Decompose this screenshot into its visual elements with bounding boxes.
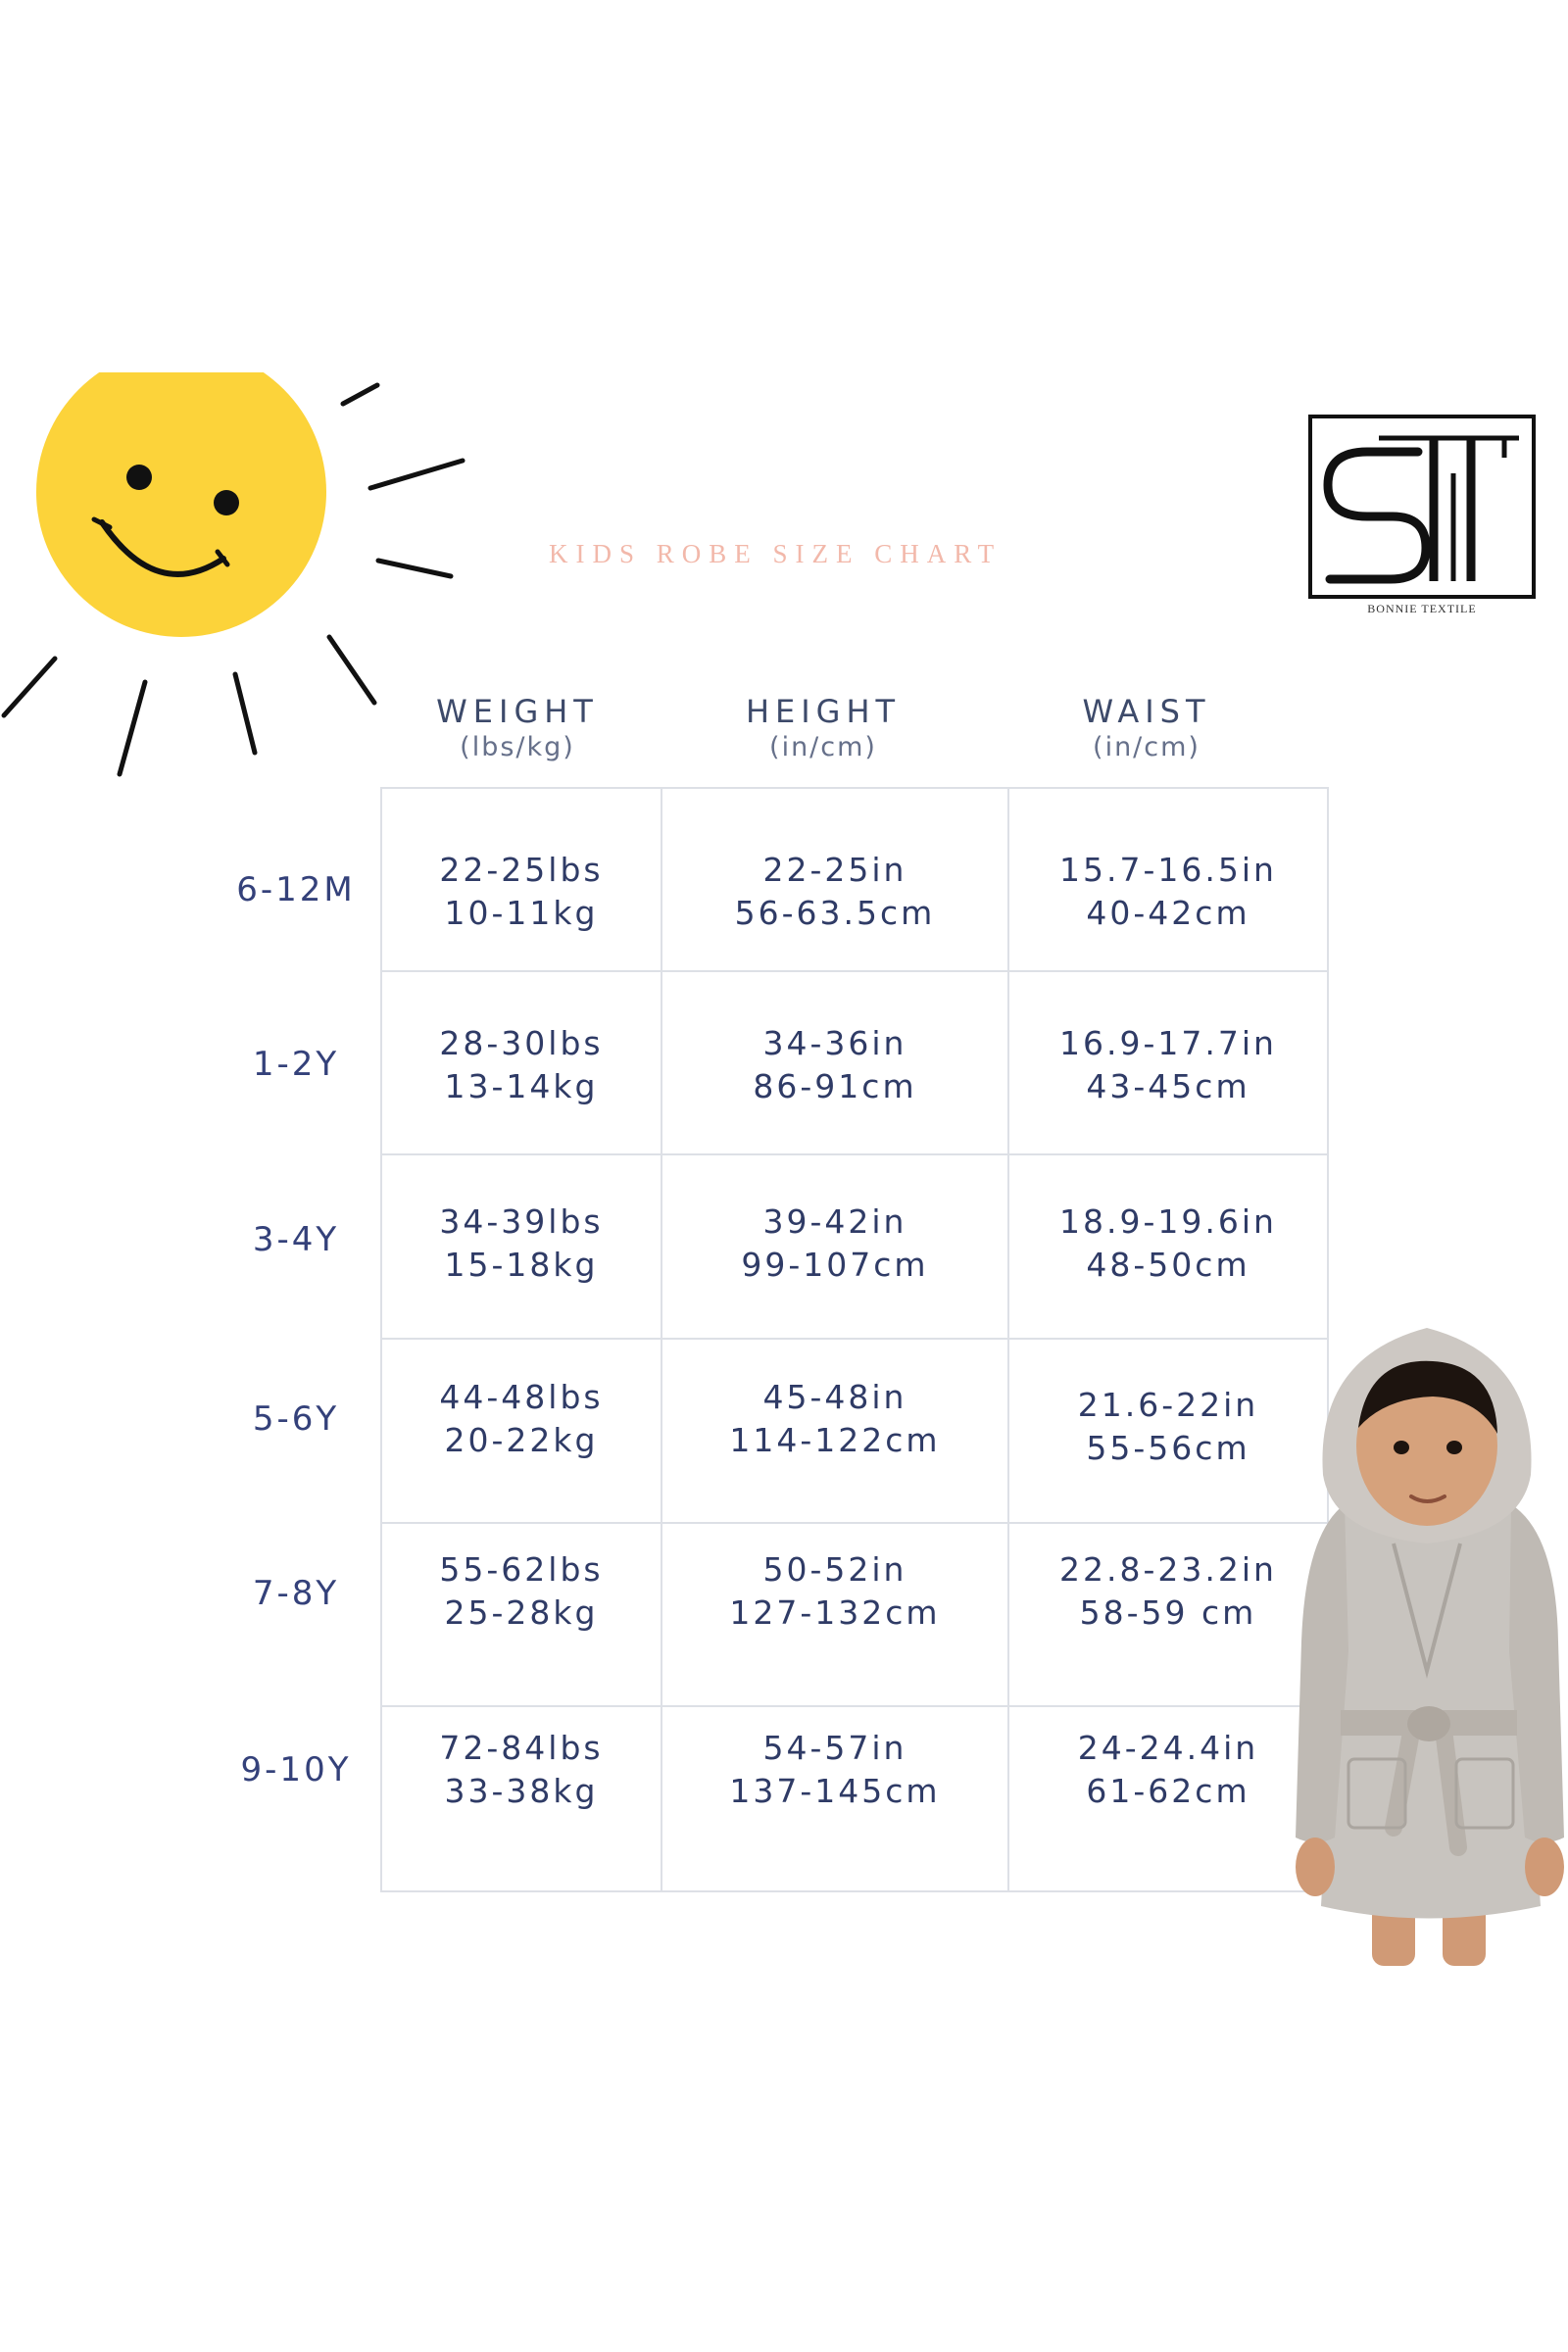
- size-label: 3-4Y: [252, 1220, 340, 1259]
- cell-line: 54-57in: [762, 1729, 907, 1767]
- cell-line: 86-91cm: [753, 1067, 917, 1105]
- cell-line: 61-62cm: [1086, 1772, 1250, 1810]
- cell-line: 99-107cm: [741, 1246, 929, 1284]
- cell-line: 33-38kg: [444, 1772, 599, 1810]
- column-header-weight: WEIGHT (lbs/kg): [400, 692, 635, 764]
- size-label: 5-6Y: [252, 1399, 340, 1439]
- table-divider: [380, 970, 1329, 972]
- logo-caption: BONNIE TEXTILE: [1367, 602, 1477, 615]
- height-cell: 50-52in 127-132cm: [662, 1548, 1007, 1635]
- cell-line: 25-28kg: [444, 1593, 599, 1632]
- cell-line: 24-24.4in: [1077, 1729, 1259, 1767]
- cell-line: 15.7-16.5in: [1059, 851, 1277, 889]
- waist-cell: 16.9-17.7in 43-45cm: [1009, 1022, 1327, 1108]
- column-header-height: HEIGHT (in/cm): [686, 692, 960, 764]
- cell-line: 20-22kg: [444, 1421, 599, 1459]
- cell-line: 44-48lbs: [439, 1378, 604, 1416]
- weight-cell: 44-48lbs 20-22kg: [382, 1376, 661, 1462]
- waist-cell: 24-24.4in 61-62cm: [1009, 1727, 1327, 1813]
- height-cell: 54-57in 137-145cm: [662, 1727, 1007, 1813]
- weight-cell: 28-30lbs 13-14kg: [382, 1022, 661, 1108]
- cell-line: 39-42in: [762, 1202, 907, 1241]
- cell-line: 40-42cm: [1086, 894, 1250, 932]
- cell-line: 56-63.5cm: [734, 894, 936, 932]
- cell-line: 18.9-19.6in: [1059, 1202, 1277, 1241]
- waist-cell: 15.7-16.5in 40-42cm: [1009, 849, 1327, 935]
- weight-cell: 55-62lbs 25-28kg: [382, 1548, 661, 1635]
- column-label: WAIST: [1082, 693, 1211, 730]
- cell-line: 48-50cm: [1086, 1246, 1250, 1284]
- child-in-bathrobe-illustration: [1296, 1328, 1564, 1966]
- column-header-waist: WAIST (in/cm): [1019, 692, 1274, 764]
- smiling-sun-icon: [1, 372, 466, 777]
- column-unit: (lbs/kg): [460, 732, 575, 762]
- height-cell: 45-48in 114-122cm: [662, 1376, 1007, 1462]
- table-divider: [380, 1705, 1329, 1707]
- cell-line: 43-45cm: [1086, 1067, 1250, 1105]
- weight-cell: 34-39lbs 15-18kg: [382, 1200, 661, 1287]
- cell-line: 34-39lbs: [439, 1202, 604, 1241]
- waist-cell: 22.8-23.2in 58-59 cm: [1009, 1548, 1327, 1635]
- cell-line: 50-52in: [762, 1550, 907, 1589]
- cell-line: 34-36in: [762, 1024, 907, 1062]
- chart-title: KIDS ROBE SIZE CHART: [549, 539, 1003, 568]
- cell-line: 13-14kg: [444, 1067, 599, 1105]
- column-unit: (in/cm): [769, 732, 877, 762]
- table-divider: [380, 1153, 1329, 1155]
- cell-line: 16.9-17.7in: [1059, 1024, 1277, 1062]
- cell-line: 127-132cm: [729, 1593, 941, 1632]
- cell-line: 137-145cm: [729, 1772, 941, 1810]
- table-divider: [380, 1338, 1329, 1340]
- size-label: 6-12M: [236, 870, 356, 909]
- height-cell: 22-25in 56-63.5cm: [662, 849, 1007, 935]
- cell-line: 55-56cm: [1086, 1429, 1250, 1467]
- height-cell: 39-42in 99-107cm: [662, 1200, 1007, 1287]
- size-label: 1-2Y: [252, 1045, 340, 1084]
- cell-line: 28-30lbs: [439, 1024, 604, 1062]
- column-label: WEIGHT: [436, 693, 599, 730]
- size-label: 9-10Y: [240, 1750, 352, 1789]
- brand-logo: [1308, 415, 1536, 599]
- waist-cell: 21.6-22in 55-56cm: [1009, 1384, 1327, 1470]
- weight-cell: 72-84lbs 33-38kg: [382, 1727, 661, 1813]
- size-label: 7-8Y: [252, 1574, 340, 1613]
- cell-line: 10-11kg: [444, 894, 599, 932]
- column-label: HEIGHT: [745, 693, 902, 730]
- table-divider: [380, 1522, 1329, 1524]
- cell-line: 15-18kg: [444, 1246, 599, 1284]
- cell-line: 114-122cm: [729, 1421, 941, 1459]
- cell-line: 45-48in: [762, 1378, 907, 1416]
- cell-line: 21.6-22in: [1077, 1386, 1259, 1424]
- table-divider: [1007, 787, 1009, 1892]
- height-cell: 34-36in 86-91cm: [662, 1022, 1007, 1108]
- table-divider: [661, 787, 662, 1892]
- cell-line: 22-25in: [762, 851, 907, 889]
- waist-cell: 18.9-19.6in 48-50cm: [1009, 1200, 1327, 1287]
- cell-line: 22-25lbs: [439, 851, 604, 889]
- cell-line: 72-84lbs: [439, 1729, 604, 1767]
- size-table: [380, 787, 1329, 1892]
- cell-line: 55-62lbs: [439, 1550, 604, 1589]
- column-unit: (in/cm): [1093, 732, 1200, 762]
- cell-line: 22.8-23.2in: [1059, 1550, 1277, 1589]
- cell-line: 58-59 cm: [1079, 1593, 1257, 1632]
- weight-cell: 22-25lbs 10-11kg: [382, 849, 661, 935]
